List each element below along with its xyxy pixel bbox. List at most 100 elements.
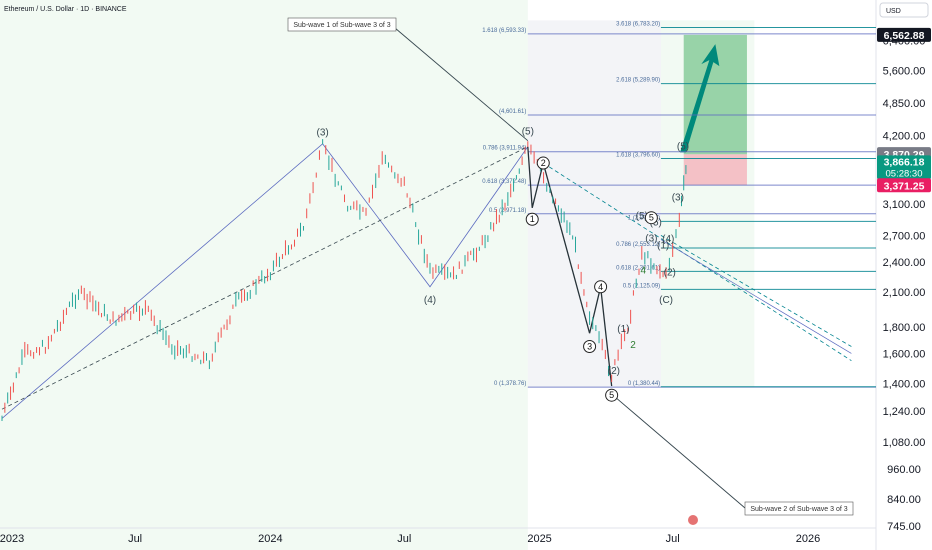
x-tick-label: 2026 <box>796 533 820 545</box>
y-tick-label: 1,400.00 <box>883 379 926 391</box>
fib-label-left: 0.618 (3,372.48) <box>482 179 526 185</box>
wave-circle <box>525 212 539 226</box>
y-tick-label: 1,800.00 <box>883 322 926 334</box>
fib-label-right: 1 (2,873.57) <box>628 215 660 221</box>
fib-label-right: 0.618 (2,301.61) <box>616 265 660 271</box>
fib-label-right: 0.786 (2,553.12) <box>616 242 660 248</box>
chart-title: Ethereum / U.S. Dollar · 1D · BINANCE <box>4 6 127 13</box>
wave-circle-label: 5 <box>649 213 654 223</box>
wave-circle <box>644 211 658 225</box>
price-scale <box>876 0 932 550</box>
fib-zone-left <box>527 20 661 388</box>
y-tick-label: 745.00 <box>887 521 921 533</box>
x-tick-label: Jul <box>397 533 411 545</box>
y-tick-label: 1,080.00 <box>883 437 926 449</box>
wave-label: (5) <box>677 142 689 153</box>
dashed-channel-upper <box>543 162 852 361</box>
badge-countdown: 05:28:30 <box>886 168 923 179</box>
wave-label: (2) <box>608 366 620 377</box>
fibonacci-levels: 1.618 (6,593.33) (4,601.61) 0.786 (3,911.9… <box>482 21 876 388</box>
fib-label-left: 0.5 (2,971.18) <box>489 208 526 214</box>
wave-circle-label: 1 <box>530 214 535 224</box>
badge-current-bg <box>877 155 931 180</box>
wave-label: (C) <box>659 295 673 306</box>
fib-label-left: (4,601.61) <box>499 109 526 115</box>
currency-label: USD <box>886 8 901 15</box>
y-tick-label: 2,400.00 <box>883 257 926 269</box>
fib-label-right: 0.5 (2,125.09) <box>623 283 660 289</box>
dashed-channel-lower <box>660 235 852 347</box>
annotation-connector-bottom <box>611 393 746 509</box>
wave-label: (3) <box>645 233 657 244</box>
wave-outline-start <box>527 146 544 209</box>
fib-label-left: 0.786 (3,911.94) <box>483 146 527 152</box>
highlight-zones <box>679 34 747 186</box>
wave-label: (2) <box>664 268 676 279</box>
y-tick-label: 840.00 <box>887 494 921 506</box>
fib-label-left: 1.618 (6,593.33) <box>482 28 526 34</box>
wave-label-green: 4 <box>640 266 646 277</box>
y-tick-label: 2,100.00 <box>883 287 926 299</box>
y-tick-label: 4,200.00 <box>883 131 926 143</box>
y-tick-label: 2,700.00 <box>883 230 926 242</box>
annotation-top: Sub-wave 1 of Sub-wave 3 of 3 <box>293 22 390 29</box>
wave-circle-label: 2 <box>541 158 546 168</box>
annotation-connector-top <box>394 27 529 142</box>
x-tick-label: Jul <box>666 533 680 545</box>
wave-label: (1) <box>657 240 669 251</box>
badge-stop: 3,371.25 <box>884 180 925 192</box>
wave-label: (1) <box>617 324 629 335</box>
axes: 2023Jul2024Jul2025Jul20266,400.005,600.0… <box>0 36 925 545</box>
y-tick-label: 3,100.00 <box>883 199 926 211</box>
stop-zone <box>683 154 747 186</box>
fib-label-left: 0 (1,378.76) <box>494 381 526 387</box>
fib-label-right: 0 (1,380.44) <box>628 381 660 387</box>
wave-circle <box>594 280 608 294</box>
wave-label: (5) <box>636 211 648 222</box>
y-tick-label: 4,850.00 <box>883 98 926 110</box>
wave-circle <box>536 156 550 170</box>
badge-current-price: 3,866.18 <box>884 156 925 168</box>
badge-stop-bg <box>877 178 931 193</box>
solid-channel <box>660 239 852 354</box>
wave-circle-label: 3 <box>587 342 592 352</box>
currency-button[interactable] <box>879 2 929 18</box>
x-tick-label: Jul <box>128 533 142 545</box>
wave-label: (3) <box>672 193 684 204</box>
price-badges: 6,562.883,500.003,870.293,866.1805:28:30… <box>877 27 931 193</box>
wave-label: (3) <box>317 128 329 139</box>
annotation-bottom-box <box>744 501 854 516</box>
annotation-bottom: Sub-wave 2 of Sub-wave 3 of 3 <box>750 506 847 513</box>
wave-label: (4) <box>662 234 674 245</box>
target-arrow <box>679 44 720 153</box>
fib-label-right: 2.618 (5,289.90) <box>616 78 660 84</box>
wave-label: (5) <box>650 218 662 229</box>
price-series <box>1 139 687 422</box>
badge-target: 6,562.88 <box>884 30 925 42</box>
x-tick-label: 2023 <box>0 533 24 545</box>
wave-label: (5) <box>522 127 534 138</box>
annotation-top-box <box>287 17 397 32</box>
y-tick-label: 960.00 <box>887 464 921 476</box>
x-tick-label: 2025 <box>527 533 551 545</box>
shaded-history <box>0 0 528 550</box>
wave-circle <box>605 388 619 402</box>
wave-label: (4) <box>424 295 436 306</box>
badge-target-bg <box>877 27 931 42</box>
wave-circle-label: 5 <box>609 390 614 400</box>
y-tick-label: 5,600.00 <box>883 66 926 78</box>
wave-circle <box>583 340 597 354</box>
fib-label-right: 1.618 (3,796.60) <box>616 152 660 158</box>
fib-label-right: 3.618 (6,783.20) <box>616 21 660 27</box>
y-tick-label: 1,240.00 <box>883 406 926 418</box>
event-marker-icon <box>688 515 698 525</box>
wave-outline-primary <box>1 143 529 419</box>
x-tick-label: 2024 <box>258 533 282 545</box>
wave-label-green: 2 <box>630 340 636 351</box>
wave-lines <box>1 27 852 509</box>
wave-outline-impulse <box>542 162 613 387</box>
wave-circle-label: 4 <box>598 282 603 292</box>
wave-labels: Sub-wave 1 of Sub-wave 3 of 3 Sub-wave 2 … <box>287 17 854 516</box>
